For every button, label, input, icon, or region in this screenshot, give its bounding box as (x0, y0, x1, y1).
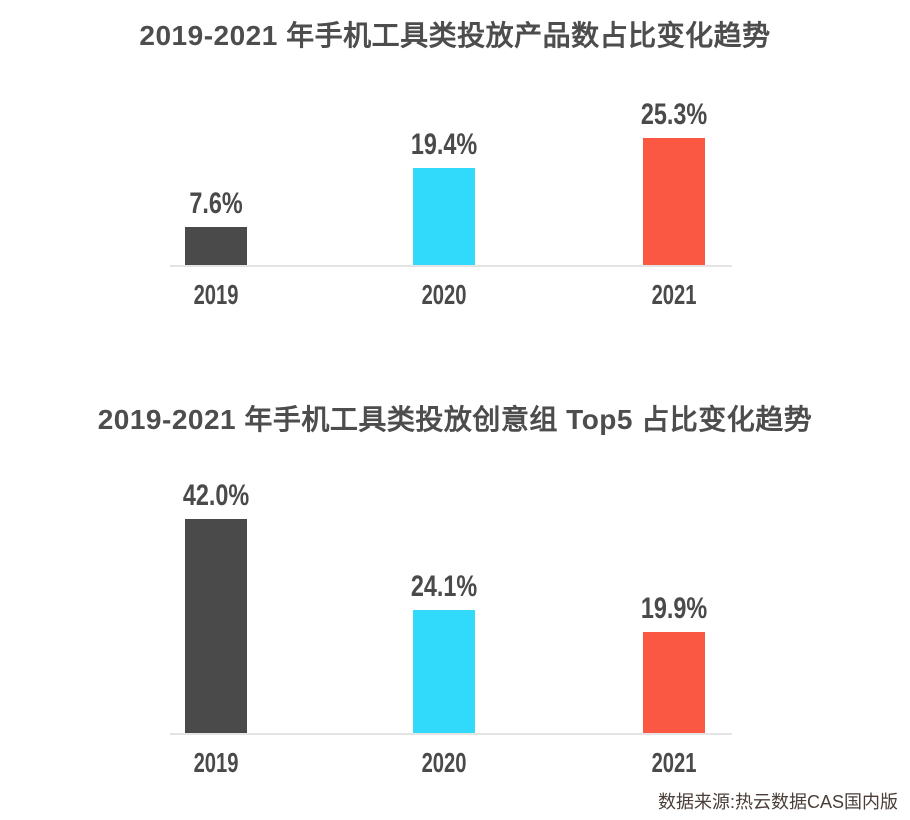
bar-year-label: 2021 (651, 747, 697, 778)
chart2-plot-area: 42.0% 2019 24.1% 2020 19.9% 2021 (170, 480, 732, 777)
bar-year-label: 2020 (421, 747, 467, 778)
bar-value-label: 7.6% (189, 187, 243, 220)
chart1-x-axis-line (170, 265, 732, 267)
data-source-note: 数据来源:热云数据CAS国内版 (657, 792, 898, 812)
bar-2019 (185, 227, 247, 265)
chart2-x-axis-line (170, 733, 732, 735)
bar-value-label: 19.4% (410, 128, 478, 161)
bar-2019 (185, 519, 247, 733)
bar-year-label: 2021 (651, 279, 697, 310)
bar-year-label: 2020 (421, 279, 467, 310)
bar-value-label: 19.9% (640, 592, 708, 625)
bar-2020 (413, 610, 475, 733)
bar-year-label: 2019 (193, 279, 239, 310)
bar-value-label: 24.1% (410, 570, 478, 603)
bar-year-label: 2019 (193, 747, 239, 778)
bar-2021 (643, 632, 705, 733)
bar-2020 (413, 168, 475, 265)
bar-2021 (643, 138, 705, 265)
bar-value-label: 42.0% (182, 479, 250, 512)
chart1-plot-area: 7.6% 2019 19.4% 2020 25.3% 2021 (170, 100, 732, 309)
chart1-title: 2019-2021 年手机工具类投放产品数占比变化趋势 (139, 20, 771, 51)
chart2-title: 2019-2021 年手机工具类投放创意组 Top5 占比变化趋势 (97, 404, 813, 435)
bar-value-label: 25.3% (640, 98, 708, 131)
